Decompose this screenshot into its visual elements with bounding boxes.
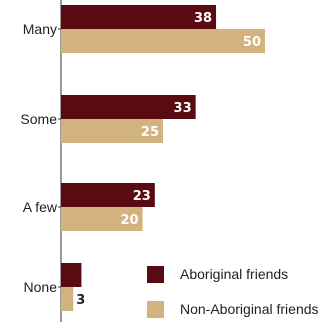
category-label-none: None — [24, 279, 58, 295]
legend: Aboriginal friends Non-Aboriginal friends — [147, 266, 319, 318]
bar-non-aboriginal-friends-none — [61, 287, 74, 311]
category-label-some: Some — [20, 111, 57, 127]
bar-aboriginal-friends-some — [61, 95, 196, 119]
category-labels: Many Some A few None — [20, 21, 57, 295]
value-label-aboriginal-friends-a-few: 23 — [133, 189, 151, 204]
category-axis — [58, 0, 62, 322]
bar-aboriginal-friends-a-few — [61, 183, 155, 207]
value-label-aboriginal-friends-many: 38 — [194, 11, 212, 26]
value-label-non-aboriginal-friends-some: 25 — [141, 125, 159, 140]
value-label-aboriginal-friends-some: 33 — [174, 101, 192, 116]
bar-aboriginal-friends-many — [61, 5, 217, 29]
legend-label-aboriginal-friends: Aboriginal friends — [180, 266, 288, 282]
bar-non-aboriginal-friends-a-few — [61, 207, 143, 231]
legend-label-non-aboriginal-friends: Non-Aboriginal friends — [180, 301, 319, 317]
value-label-non-aboriginal-friends-none: 3 — [76, 293, 85, 308]
value-label-non-aboriginal-friends-many: 50 — [243, 35, 261, 50]
bar-non-aboriginal-friends-many — [61, 29, 265, 53]
legend-swatch-aboriginal-friends — [147, 266, 164, 283]
category-label-a-few: A few — [23, 199, 58, 215]
bar-non-aboriginal-friends-some — [61, 119, 163, 143]
legend-swatch-non-aboriginal-friends — [147, 301, 164, 318]
category-label-many: Many — [23, 21, 57, 37]
bar-aboriginal-friends-none — [61, 263, 82, 287]
bars: 38 50 33 25 23 20 5 3 — [61, 5, 265, 311]
value-label-aboriginal-friends-none: 5 — [84, 269, 93, 284]
value-label-non-aboriginal-friends-a-few: 20 — [121, 213, 139, 228]
